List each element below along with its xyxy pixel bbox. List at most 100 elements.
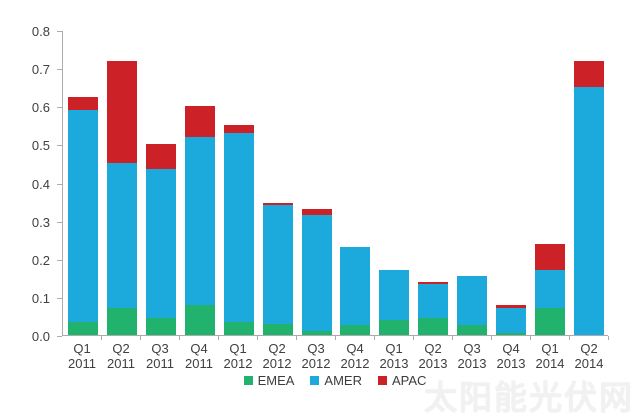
x-tick-mark — [335, 336, 336, 340]
x-label-quarter: Q2 — [268, 341, 286, 356]
y-tick-label: 0.0 — [31, 329, 50, 344]
x-tick-mark — [452, 336, 453, 340]
x-label-year: 2012 — [301, 356, 331, 371]
bar-q4-2011 — [184, 106, 215, 335]
segment-apac — [184, 106, 215, 137]
x-tick-mark — [257, 336, 258, 340]
legend: EMEA AMER APAC — [62, 373, 608, 388]
x-label-year: 2012 — [223, 356, 253, 371]
segment-amer — [573, 87, 604, 335]
bar-q1-2011 — [68, 96, 98, 335]
plot-area — [62, 31, 608, 336]
x-label-quarter: Q4 — [502, 341, 520, 356]
x-label-year: 2013 — [496, 356, 526, 371]
x-label-year: 2011 — [185, 356, 213, 371]
x-label-q3-2011: Q3 2011 — [142, 341, 178, 371]
x-tick-mark — [218, 336, 219, 340]
segment-emea — [106, 308, 137, 335]
x-label-year: 2011 — [68, 356, 96, 371]
bar-q3-2012 — [301, 209, 332, 335]
y-tick-mark — [57, 69, 62, 71]
y-tick-mark — [57, 297, 62, 299]
y-tick-label: 0.3 — [31, 214, 50, 230]
x-label-q1-2013: Q1 2013 — [376, 341, 412, 371]
x-label-q1-2014: Q1 2014 — [532, 341, 568, 371]
segment-amer — [301, 214, 332, 332]
y-tick-label: 0.1 — [31, 290, 50, 306]
y-tick-mark — [57, 336, 62, 337]
segment-amer — [68, 110, 98, 322]
x-label-year: 2014 — [574, 356, 604, 371]
x-tick-mark — [608, 336, 609, 340]
legend-label: EMEA — [257, 373, 295, 388]
segment-amer — [457, 275, 488, 326]
x-tick-mark — [296, 336, 297, 340]
x-tick-mark — [179, 336, 180, 340]
segment-emea — [457, 325, 488, 335]
x-label-quarter: Q3 — [463, 341, 481, 356]
segment-apac — [496, 304, 527, 309]
segment-apac — [301, 209, 332, 215]
x-tick-mark — [569, 336, 570, 340]
x-tick-mark — [140, 336, 141, 340]
segment-amer — [379, 270, 410, 320]
x-label-quarter: Q1 — [229, 341, 247, 356]
bar-q2-2013 — [418, 281, 449, 335]
y-tick-mark — [57, 31, 62, 32]
y-axis: 0.0 0.1 0.2 0.3 0.4 0.5 0.6 0.7 0.8 — [0, 0, 62, 419]
bar-q2-2012 — [262, 203, 293, 335]
segment-emea — [379, 319, 410, 335]
x-label-year: 2013 — [379, 356, 409, 371]
y-tick-label: 0.8 — [31, 24, 50, 39]
x-label-quarter: Q2 — [424, 341, 442, 356]
x-label-quarter: Q3 — [307, 341, 325, 356]
x-label-q4-2011: Q4 2011 — [181, 341, 217, 371]
legend-marker-icon — [310, 376, 320, 385]
x-label-q1-2012: Q1 2012 — [220, 341, 256, 371]
bar-q4-2013 — [496, 304, 527, 335]
bar-q1-2012 — [223, 125, 254, 335]
y-tick-label: 0.4 — [31, 176, 50, 192]
x-label-q3-2012: Q3 2012 — [298, 341, 334, 371]
y-tick-mark — [57, 221, 62, 223]
x-label-year: 2011 — [146, 356, 174, 371]
x-label-year: 2011 — [107, 356, 135, 371]
segment-apac — [68, 96, 98, 111]
legend-label: APAC — [391, 373, 427, 388]
segment-amer — [340, 247, 371, 326]
x-label-quarter: Q2 — [580, 341, 598, 356]
x-axis-labels: Q1 2011 Q2 2011 Q3 2011 Q4 2011 Q1 2012 Q2 2012 Q3 20… — [62, 341, 608, 371]
x-label-year: 2014 — [535, 356, 565, 371]
x-label-q3-2013: Q3 2013 — [454, 341, 490, 371]
segment-amer — [535, 270, 566, 309]
x-label-quarter: Q1 — [385, 341, 403, 356]
x-tick-mark — [101, 336, 102, 340]
watermark-text: 太阳能光伏网 — [424, 379, 634, 416]
x-tick-mark — [374, 336, 375, 340]
legend-label: AMER — [324, 373, 362, 388]
segment-amer — [223, 132, 254, 322]
segment-apac — [418, 281, 449, 284]
segment-emea — [301, 331, 332, 335]
legend-item-emea: EMEA — [243, 373, 295, 388]
segment-emea — [184, 304, 215, 335]
y-tick-mark — [57, 145, 62, 147]
bar-q2-2011 — [106, 60, 137, 335]
segment-emea — [68, 321, 98, 335]
segment-apac — [106, 60, 137, 164]
bar-q3-2013 — [457, 275, 488, 335]
x-label-q2-2013: Q2 2013 — [415, 341, 451, 371]
bar-q4-2012 — [340, 247, 371, 335]
x-label-year: 2013 — [457, 356, 487, 371]
segment-amer — [106, 163, 137, 309]
legend-item-amer: AMER — [310, 373, 362, 388]
x-label-quarter: Q4 — [346, 341, 364, 356]
y-tick-label: 0.7 — [31, 62, 50, 78]
y-tick-mark — [57, 183, 62, 185]
segment-amer — [184, 136, 215, 305]
segment-emea — [340, 325, 371, 335]
legend-marker-icon — [243, 376, 253, 385]
bar-q2-2014 — [573, 60, 604, 335]
segment-emea — [496, 333, 527, 335]
